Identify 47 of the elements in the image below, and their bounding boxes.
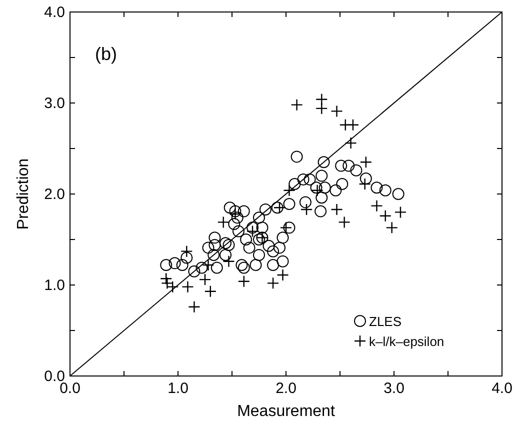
point xyxy=(266,277,280,290)
point xyxy=(256,232,268,244)
point xyxy=(238,275,250,288)
point xyxy=(246,225,259,238)
point xyxy=(283,184,296,196)
point xyxy=(273,202,286,214)
point xyxy=(338,216,350,228)
point xyxy=(394,206,407,218)
x-tick-label: 0.0 xyxy=(60,380,80,397)
x-axis-title: Measurement xyxy=(237,403,336,420)
point xyxy=(182,280,194,293)
x-tick-label: 3.0 xyxy=(384,380,404,397)
annotation: (b) xyxy=(95,44,117,64)
point xyxy=(217,216,230,228)
point xyxy=(346,118,360,131)
point xyxy=(188,300,200,313)
point xyxy=(276,268,289,282)
point xyxy=(204,285,216,298)
point xyxy=(290,98,303,111)
point xyxy=(316,93,328,106)
point xyxy=(229,208,242,220)
point xyxy=(386,222,398,234)
point xyxy=(360,156,372,168)
point xyxy=(198,273,212,286)
point xyxy=(202,258,214,272)
point xyxy=(316,102,328,115)
point xyxy=(330,105,343,118)
x-tick-label: 2.0 xyxy=(276,380,296,397)
legend-label: k–l/k–epsilon xyxy=(369,334,444,349)
point xyxy=(330,203,343,216)
point xyxy=(180,245,193,258)
x-tick-label: 1.0 xyxy=(168,380,188,397)
point xyxy=(300,203,313,216)
point xyxy=(280,222,292,234)
y-tick-label: 4.0 xyxy=(44,4,65,21)
legend-label: ZLES xyxy=(369,314,402,329)
point xyxy=(222,255,235,268)
x-tick-label: 4.0 xyxy=(492,380,512,397)
point xyxy=(358,178,371,190)
point xyxy=(311,184,324,196)
y-axis-title: Prediction xyxy=(15,158,32,230)
point xyxy=(370,200,383,212)
point xyxy=(344,136,357,150)
y-tick-label: 3.0 xyxy=(44,95,65,112)
y-tick-label: 1.0 xyxy=(44,277,65,294)
point xyxy=(379,210,392,222)
y-tick-label: 2.0 xyxy=(44,186,65,203)
